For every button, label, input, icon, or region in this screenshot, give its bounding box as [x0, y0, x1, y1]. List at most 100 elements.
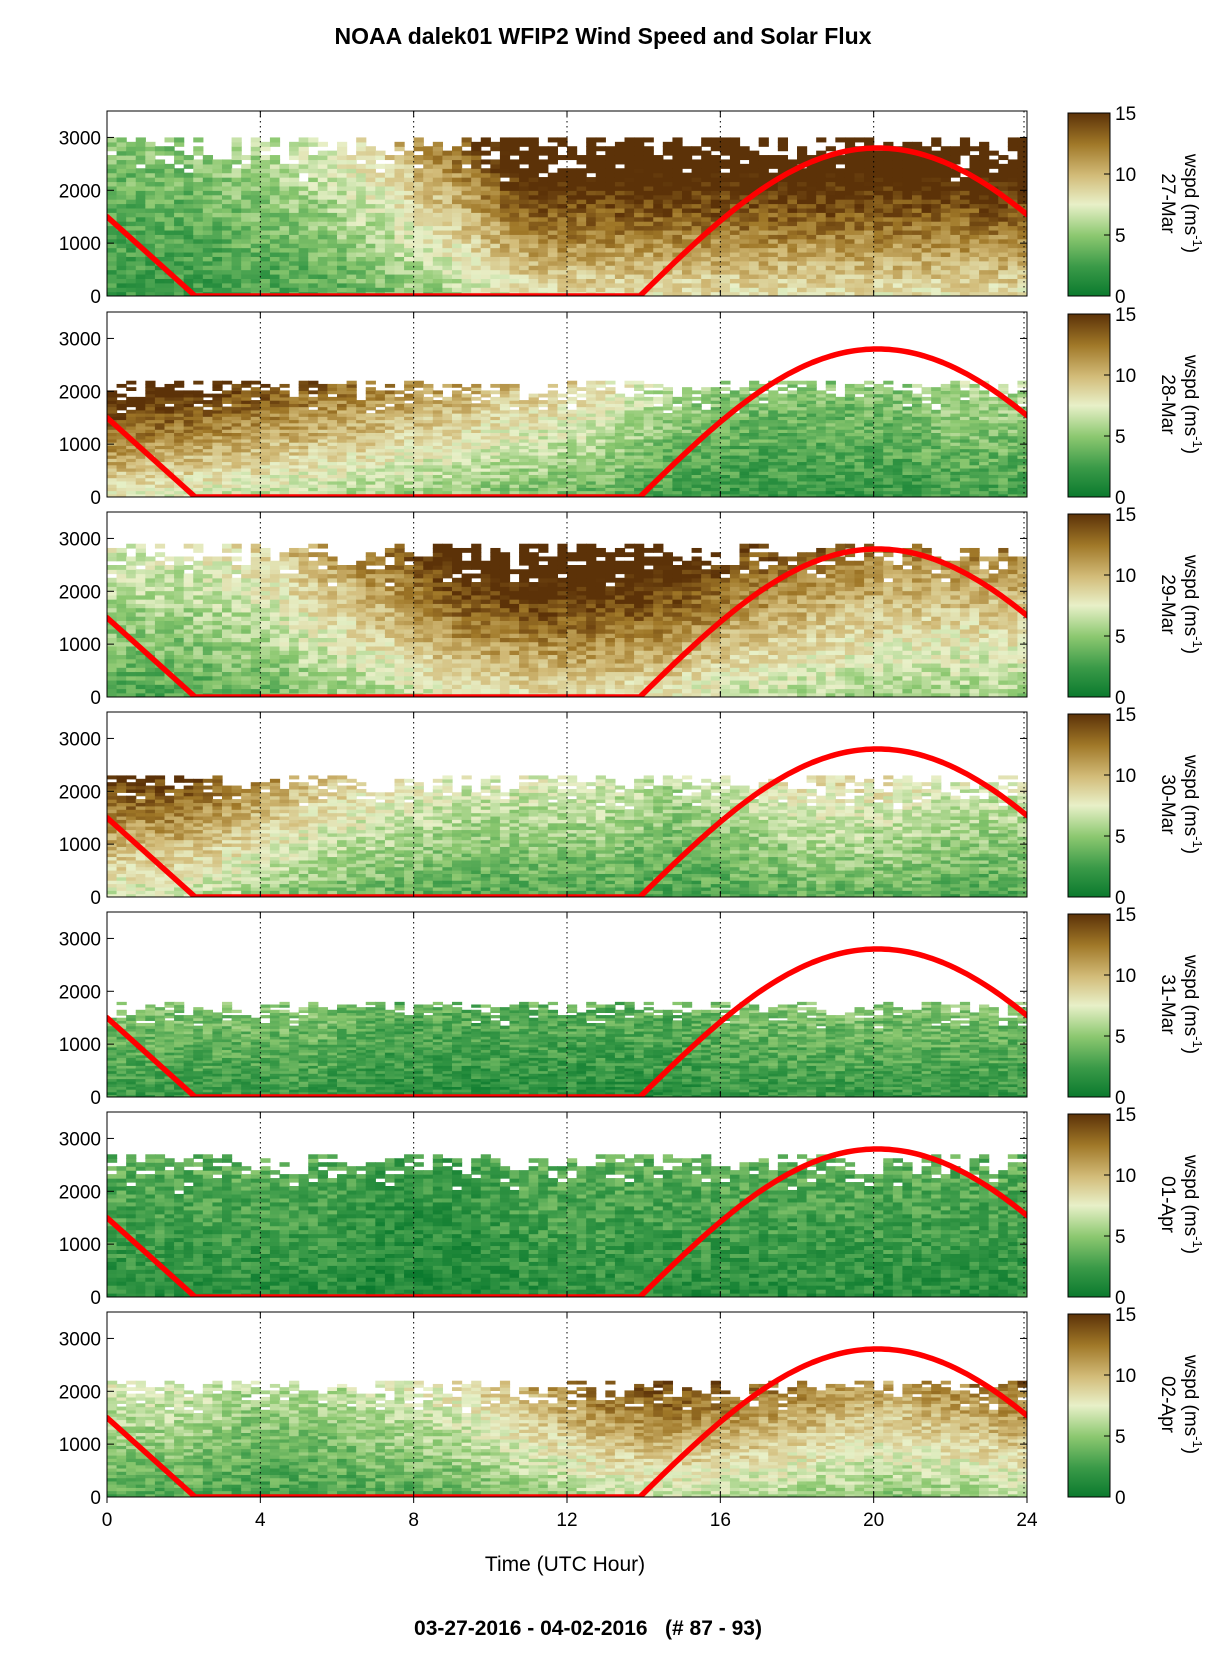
solar-flux-line	[107, 746, 1027, 897]
colorbar-label: wspd (ms-1)	[1180, 1154, 1205, 1254]
x-tick-label: 4	[255, 1510, 266, 1531]
y-tick-label: 1000	[59, 635, 101, 656]
y-tick-label: 3000	[59, 329, 101, 350]
panel-30-Mar: 0 1000 2000 3000 0 5 10 15 wspd (ms-1)30-Mar	[59, 705, 1205, 909]
y-tick-label: 1000	[59, 435, 101, 456]
panel-date-label: 27-Mar	[1157, 173, 1178, 234]
y-tick-label: 0	[90, 688, 101, 709]
colorbar-tick-label: 15	[1115, 1305, 1136, 1326]
colorbar-tick-label: 5	[1115, 1227, 1126, 1248]
colorbar	[1067, 1313, 1111, 1498]
panel-date-label: 30-Mar	[1157, 774, 1178, 835]
colorbar-tick-label: 0	[1115, 688, 1126, 709]
y-tick-label: 3000	[59, 529, 101, 550]
solar-flux-line	[107, 1346, 1027, 1497]
y-tick-label: 2000	[59, 181, 101, 202]
colorbar-label: wspd (ms-1)	[1180, 354, 1205, 454]
solar-flux-line	[107, 1146, 1027, 1297]
y-tick-label: 1000	[59, 1035, 101, 1056]
y-tick-label: 2000	[59, 1182, 101, 1203]
colorbar	[1067, 313, 1111, 498]
y-tick-label: 2000	[59, 382, 101, 403]
colorbar-tick-label: 5	[1115, 627, 1126, 648]
heatmap-cells	[107, 1001, 1027, 1097]
panel-28-Mar: 0 1000 2000 3000 0 5 10 15 wspd (ms-1)28-Mar	[59, 305, 1205, 509]
panel-02-Apr: 0 1000 2000 3000 0 5 10 15 wspd (ms-1)02-Apr	[59, 1305, 1205, 1509]
heatmap-cells	[107, 1380, 1027, 1497]
heatmap-cells	[107, 543, 1027, 697]
colorbar-label: wspd (ms-1)	[1180, 754, 1205, 854]
colorbar-tick-label: 0	[1115, 1088, 1126, 1109]
y-tick-label: 2000	[59, 982, 101, 1003]
y-tick-label: 0	[90, 1488, 101, 1509]
y-tick-label: 0	[90, 888, 101, 909]
colorbar	[1067, 913, 1111, 1098]
colorbar-tick-label: 10	[1115, 566, 1136, 587]
colorbar-tick-label: 10	[1115, 165, 1136, 186]
colorbar-tick-label: 0	[1115, 888, 1126, 909]
y-tick-label: 1000	[59, 1235, 101, 1256]
panel-date-label: 29-Mar	[1157, 574, 1178, 635]
heatmap-cells	[107, 1154, 1027, 1297]
colorbar-tick-label: 0	[1115, 287, 1126, 308]
colorbar	[1067, 1113, 1111, 1298]
solar-flux-line	[107, 546, 1027, 697]
colorbar-tick-label: 15	[1115, 104, 1136, 125]
colorbar-tick-label: 10	[1115, 966, 1136, 987]
colorbar-tick-label: 5	[1115, 427, 1126, 448]
y-tick-label: 1000	[59, 835, 101, 856]
y-tick-label: 3000	[59, 1129, 101, 1150]
colorbar-tick-label: 15	[1115, 1105, 1136, 1126]
panel-27-Mar: 0 1000 2000 3000 0 5 10 15 wspd (ms-1)27-Mar	[59, 104, 1205, 308]
colorbar-tick-label: 0	[1115, 488, 1126, 509]
x-axis-label: Time (UTC Hour)	[485, 1553, 645, 1576]
colorbar-tick-label: 15	[1115, 705, 1136, 726]
colorbar	[1067, 513, 1111, 698]
panel-01-Apr: 0 1000 2000 3000 0 5 10 15 wspd (ms-1)01-Apr	[59, 1105, 1205, 1309]
colorbar-tick-label: 10	[1115, 1366, 1136, 1387]
heatmap-cells	[107, 775, 1027, 897]
date-range-footer: 03-27-2016 - 04-02-2016 (# 87 - 93)	[414, 1617, 762, 1640]
x-tick-label: 8	[408, 1510, 419, 1531]
panel-date-label: 31-Mar	[1157, 974, 1178, 1035]
panel-31-Mar: 0 1000 2000 3000 0 5 10 15 wspd (ms-1)31-Mar	[59, 905, 1205, 1109]
colorbar-tick-label: 10	[1115, 766, 1136, 787]
heatmap-cells	[107, 380, 1027, 497]
solar-flux-line	[107, 946, 1027, 1097]
chart-title: NOAA dalek01 WFIP2 Wind Speed and Solar …	[335, 23, 872, 49]
y-tick-label: 2000	[59, 782, 101, 803]
colorbar-tick-label: 15	[1115, 505, 1136, 526]
x-axis: 0 4 8 12 16 20 24	[102, 1497, 1038, 1531]
colorbar	[1067, 713, 1111, 898]
colorbar	[1067, 112, 1111, 297]
colorbar-label: wspd (ms-1)	[1180, 153, 1205, 253]
x-tick-label: 24	[1016, 1510, 1038, 1531]
panel-date-label: 02-Apr	[1157, 1376, 1178, 1434]
colorbar-tick-label: 0	[1115, 1488, 1126, 1509]
panel-29-Mar: 0 1000 2000 3000 0 5 10 15 wspd (ms-1)29-Mar	[59, 505, 1205, 709]
colorbar-tick-label: 10	[1115, 1166, 1136, 1187]
colorbar-tick-label: 0	[1115, 1288, 1126, 1309]
solar-flux-line	[107, 145, 1027, 296]
x-tick-label: 12	[556, 1510, 577, 1531]
panel-date-label: 28-Mar	[1157, 374, 1178, 435]
x-tick-label: 0	[102, 1510, 113, 1531]
y-tick-label: 3000	[59, 1329, 101, 1350]
colorbar-label: wspd (ms-1)	[1180, 554, 1205, 654]
y-tick-label: 3000	[59, 128, 101, 149]
colorbar-tick-label: 5	[1115, 827, 1126, 848]
y-tick-label: 0	[90, 1288, 101, 1309]
colorbar-label: wspd (ms-1)	[1180, 1354, 1205, 1454]
y-tick-label: 0	[90, 287, 101, 308]
x-tick-label: 20	[863, 1510, 884, 1531]
colorbar-tick-label: 15	[1115, 305, 1136, 326]
colorbar-tick-label: 5	[1115, 226, 1126, 247]
colorbar-tick-label: 5	[1115, 1027, 1126, 1048]
colorbar-tick-label: 5	[1115, 1427, 1126, 1448]
x-tick-label: 16	[710, 1510, 731, 1531]
panel-date-label: 01-Apr	[1157, 1176, 1178, 1234]
y-tick-label: 2000	[59, 1382, 101, 1403]
y-tick-label: 0	[90, 488, 101, 509]
